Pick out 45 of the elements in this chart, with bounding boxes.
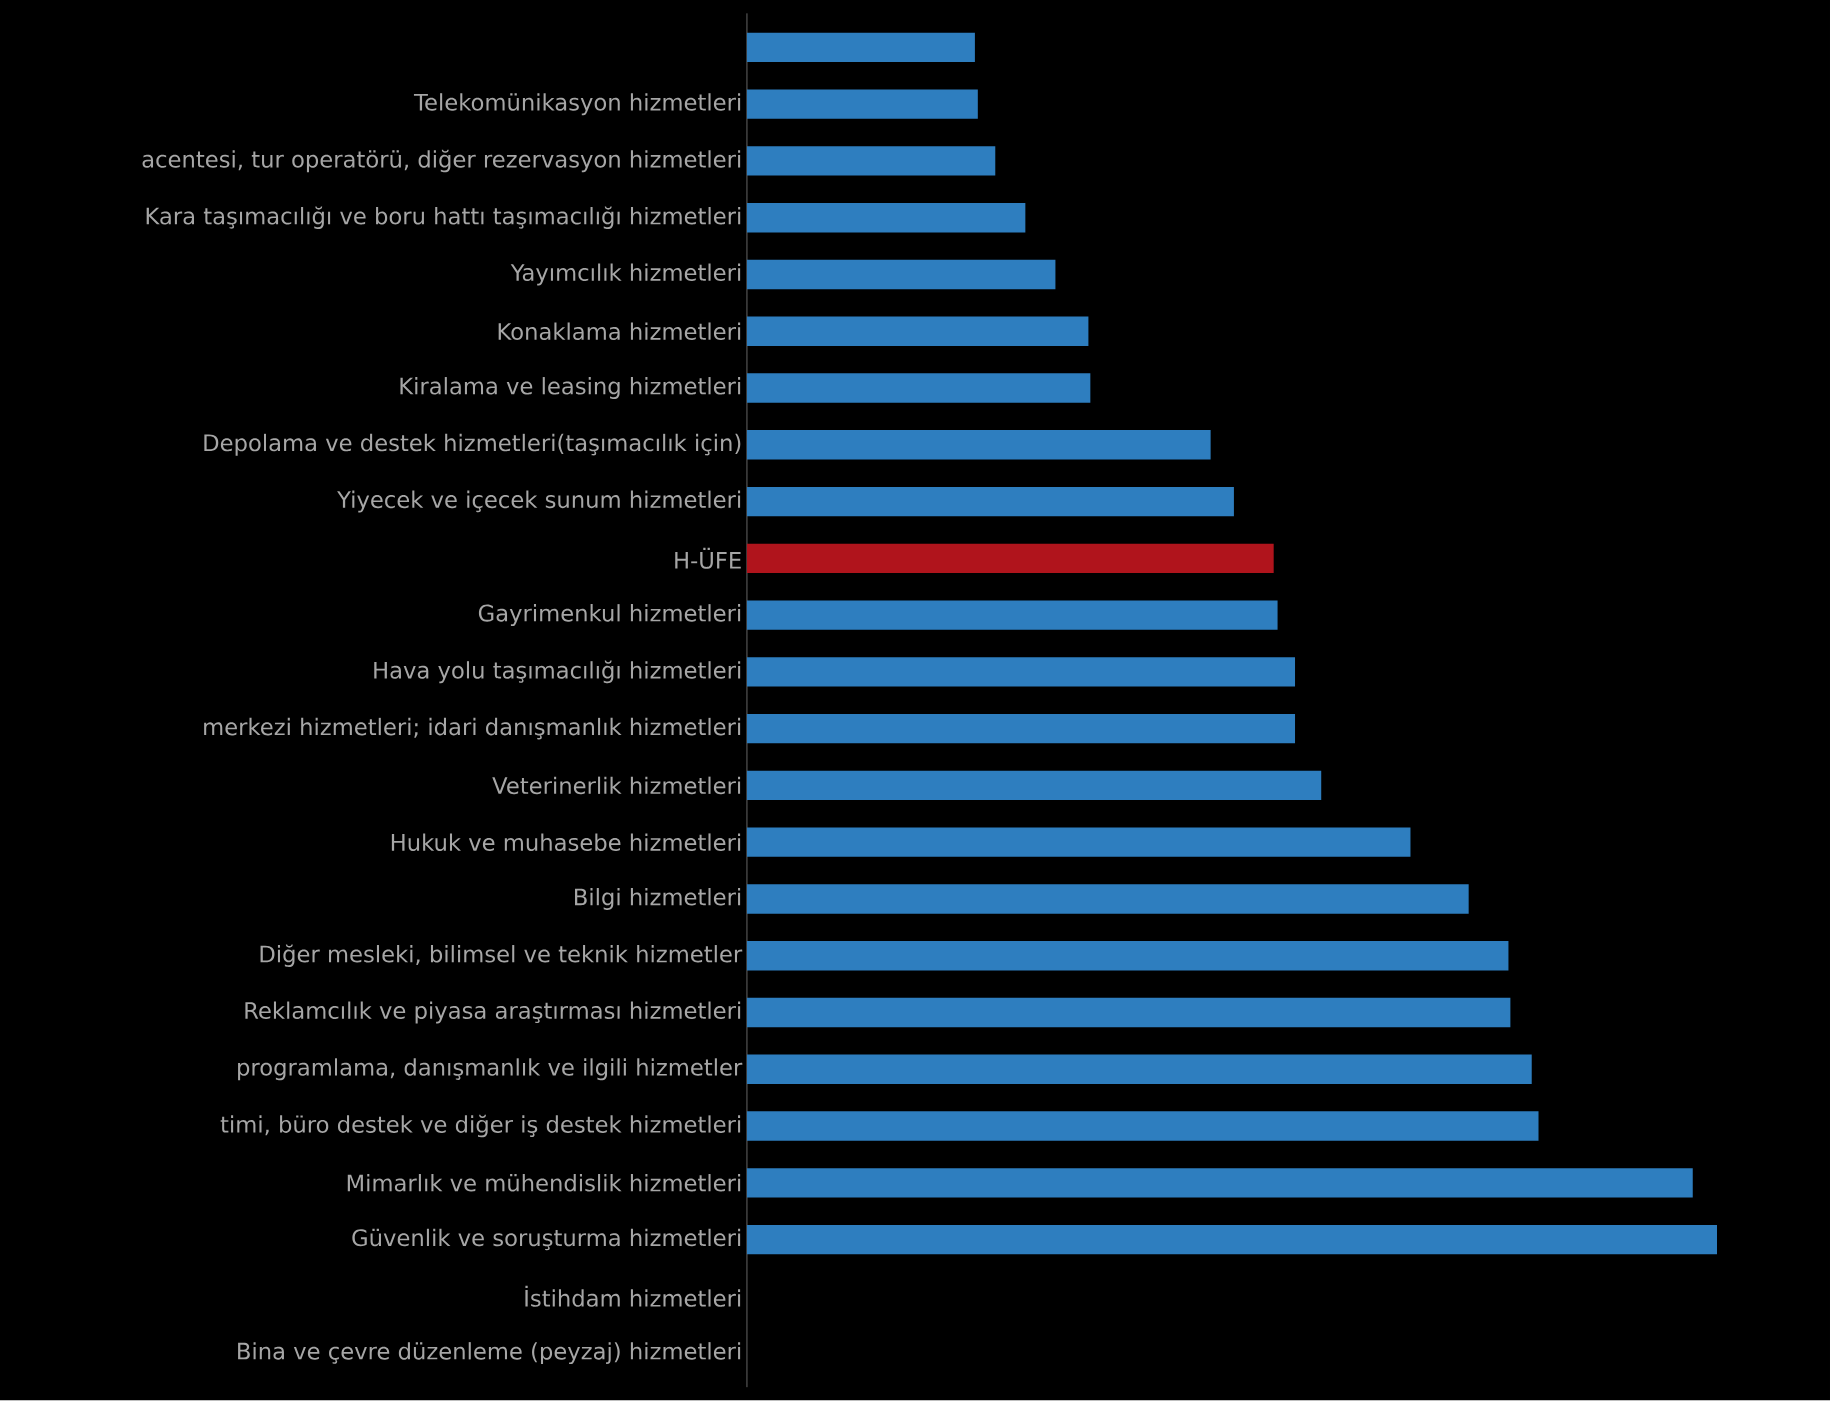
y-tick-label: timi, büro destek ve diğer iş destek hizmetleri xyxy=(220,1115,741,1138)
y-tick-label: Veterinerlik hizmetleri xyxy=(492,776,741,795)
y-tick-label: Depolama ve destek hizmetleri(taşımacılık için) xyxy=(204,434,741,456)
bar xyxy=(746,373,1091,403)
bar xyxy=(746,770,1322,801)
bar xyxy=(746,1168,1693,1198)
bar xyxy=(746,487,1234,517)
y-tick-label: Yiyecek ve içecek sunum hizmetleri xyxy=(337,490,741,513)
y-tick-label: acentesi, tur operatörü, diğer rezervasyon hizmetleri xyxy=(142,149,741,173)
bar xyxy=(746,657,1296,687)
bar xyxy=(746,827,1411,858)
bar xyxy=(746,998,1511,1028)
bar xyxy=(746,884,1469,914)
y-tick-label: Güvenlik ve soruşturma hizmetleri xyxy=(352,1229,741,1251)
y-tick-label: Bina ve çevre düzenleme (peyzaj) hizmetleri xyxy=(238,1342,741,1365)
y-tick-label: Bilgi hizmetleri xyxy=(575,888,741,911)
y-tick-label: Konaklama hizmetleri xyxy=(498,322,741,341)
y-tick-label: Kiralama ve leasing hizmetleri xyxy=(400,377,741,400)
bar xyxy=(746,430,1211,460)
bar xyxy=(746,1054,1532,1085)
bar xyxy=(746,316,1089,347)
y-tick-label: merkezi hizmetleri; idari danışmanlık hizmetleri xyxy=(204,718,741,740)
y-tick-label: Reklamcılık ve piyasa araştırması hizmetleri xyxy=(245,1001,741,1024)
bar xyxy=(746,600,1278,631)
y-tick-label: Hukuk ve muhasebe hizmetleri xyxy=(391,833,741,852)
y-tick-label: H-ÜFE xyxy=(675,548,741,570)
bar xyxy=(746,543,1274,574)
bar xyxy=(746,89,978,120)
bar xyxy=(746,260,1056,290)
y-tick-label: Hava yolu taşımacılığı hizmetleri xyxy=(374,660,741,684)
y-tick-label: Yayımcılık hizmetleri xyxy=(510,263,741,286)
y-tick-label: Telekomünikasyon hizmetleri xyxy=(413,93,741,116)
bar xyxy=(746,941,1509,971)
y-tick-label: programlama, danışmanlık ve ilgili hizmetler xyxy=(238,1058,743,1081)
bar xyxy=(746,1111,1539,1141)
y-tick-label: Gayrimenkul hizmetleri xyxy=(478,604,741,627)
bar xyxy=(746,203,1026,233)
bar xyxy=(746,714,1296,744)
y-tick-label: Mimarlık ve mühendislik hizmetleri xyxy=(347,1174,741,1192)
bar xyxy=(746,1225,1718,1255)
y-tick-label: Kara taşımacılığı ve boru hattı taşımacılığı hizmetleri xyxy=(146,206,741,230)
y-tick-label: İstihdam hizmetleri xyxy=(525,1286,741,1308)
bar xyxy=(746,146,996,176)
y-tick-label: Diğer mesleki, bilimsel ve teknik hizmetler xyxy=(260,944,743,968)
bar xyxy=(746,32,975,63)
